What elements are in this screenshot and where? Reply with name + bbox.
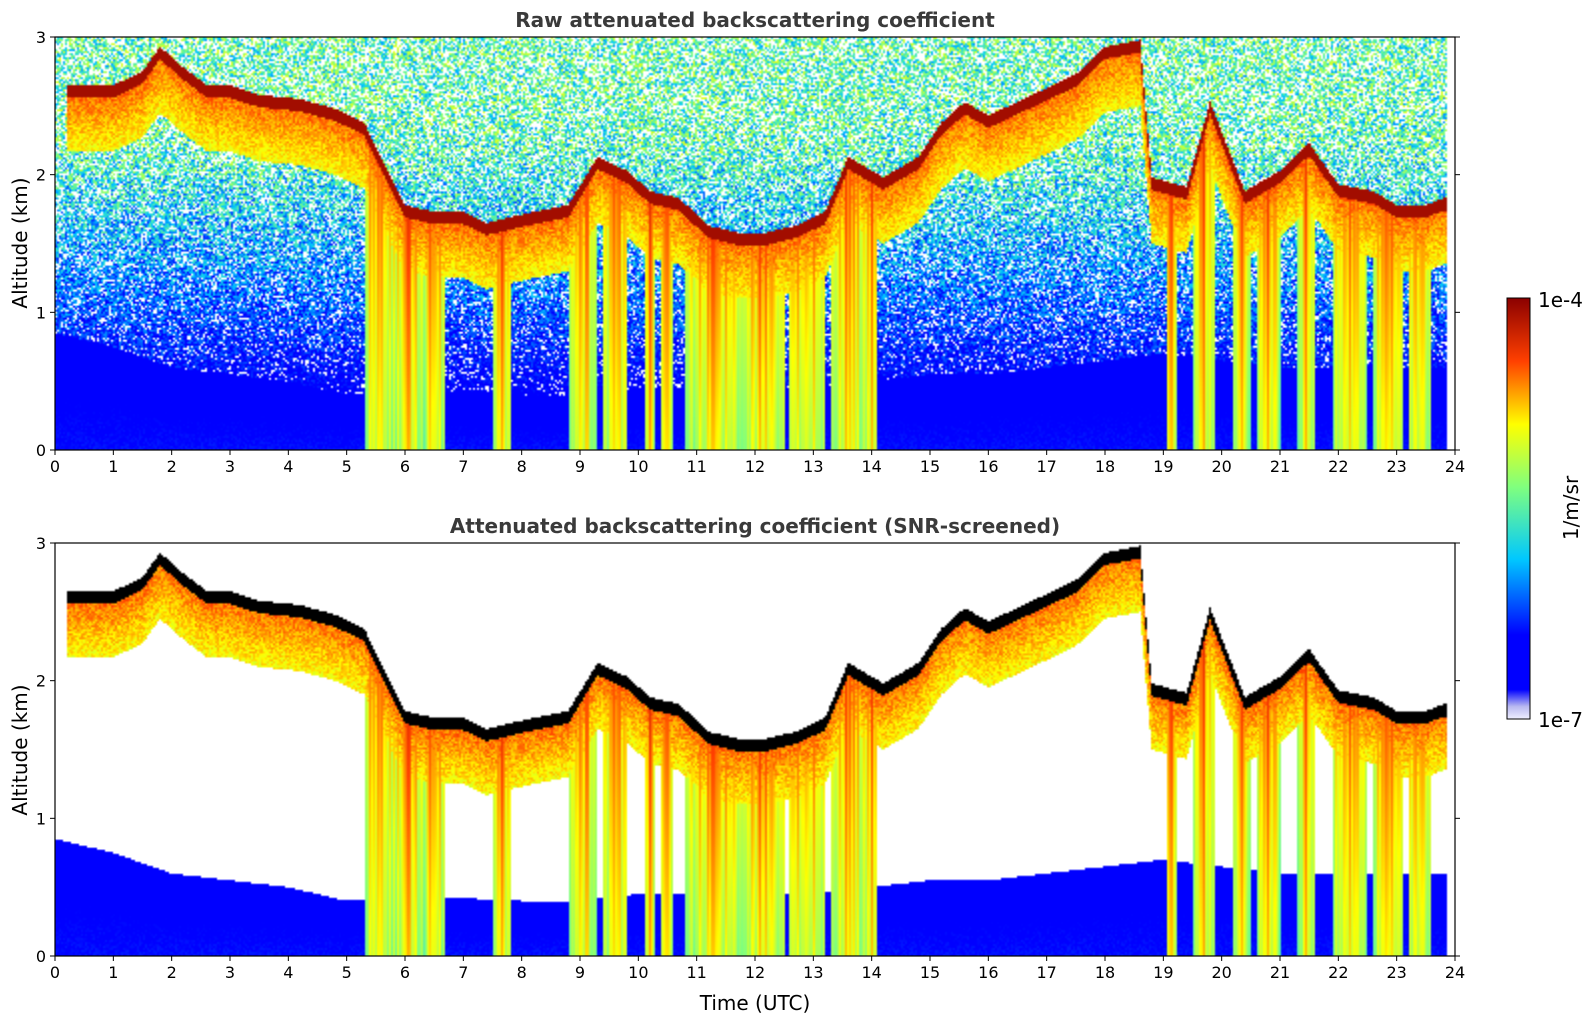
x-tick-label: 12 bbox=[745, 963, 765, 982]
x-tick-label: 1 bbox=[108, 963, 118, 982]
panel-screened-xlabel: Time (UTC) bbox=[699, 991, 811, 1015]
x-tick-label: 7 bbox=[458, 963, 468, 982]
colorbar-gradient bbox=[1506, 297, 1531, 720]
x-tick-label: 9 bbox=[575, 963, 585, 982]
panel-raw-xticks: 0 1 2 3 4 5 6 7 8 9 10 11 12 13 14 15 16 17 18 19 20 21 22 23 24 bbox=[50, 450, 1465, 476]
x-tick-label: 19 bbox=[1153, 963, 1173, 982]
y-tick-label: 0 bbox=[36, 947, 46, 966]
x-tick-label: 4 bbox=[283, 963, 293, 982]
x-tick-label: 6 bbox=[400, 963, 410, 982]
x-tick-label: 11 bbox=[686, 457, 706, 476]
x-tick-label: 23 bbox=[1386, 963, 1406, 982]
x-tick-label: 8 bbox=[517, 457, 527, 476]
panel-screened-title: Attenuated backscattering coefficient (S… bbox=[450, 514, 1060, 538]
x-tick-label: 20 bbox=[1211, 963, 1231, 982]
x-tick-label: 14 bbox=[861, 457, 881, 476]
panel-screened-xticks: 0 1 2 3 4 5 6 7 8 9 10 11 12 13 14 15 16 17 18 19 20 21 22 23 24 bbox=[50, 956, 1465, 982]
x-tick-label: 17 bbox=[1036, 457, 1056, 476]
x-tick-label: 1 bbox=[108, 457, 118, 476]
x-tick-label: 21 bbox=[1270, 457, 1290, 476]
x-tick-label: 4 bbox=[283, 457, 293, 476]
x-tick-label: 21 bbox=[1270, 963, 1290, 982]
panel-raw-title: Raw attenuated backscattering coefficien… bbox=[515, 8, 995, 32]
x-tick-label: 0 bbox=[50, 963, 60, 982]
x-tick-label: 13 bbox=[803, 457, 823, 476]
y-tick-label: 0 bbox=[36, 441, 46, 460]
x-tick-label: 10 bbox=[628, 963, 648, 982]
colorbar-max-label: 1e-4 bbox=[1538, 288, 1583, 312]
x-tick-label: 2 bbox=[167, 963, 177, 982]
x-tick-label: 3 bbox=[225, 963, 235, 982]
panel-screened: Attenuated backscattering coefficient (S… bbox=[8, 514, 1465, 1015]
x-tick-label: 7 bbox=[458, 457, 468, 476]
x-tick-label: 5 bbox=[342, 457, 352, 476]
x-tick-label: 5 bbox=[342, 963, 352, 982]
x-tick-label: 13 bbox=[803, 963, 823, 982]
x-tick-label: 18 bbox=[1095, 457, 1115, 476]
x-tick-label: 22 bbox=[1328, 457, 1348, 476]
x-tick-label: 19 bbox=[1153, 457, 1173, 476]
colorbar-label: 1/m/sr bbox=[1559, 475, 1583, 540]
x-tick-label: 15 bbox=[920, 457, 940, 476]
heatmap-raw bbox=[55, 37, 1455, 450]
panel-screened-yticks: 0 1 2 3 bbox=[36, 534, 1460, 966]
x-tick-label: 14 bbox=[861, 963, 881, 982]
x-tick-label: 0 bbox=[50, 457, 60, 476]
x-tick-label: 8 bbox=[517, 963, 527, 982]
x-tick-label: 16 bbox=[978, 457, 998, 476]
panel-raw: Raw attenuated backscattering coefficien… bbox=[8, 8, 1465, 476]
x-tick-label: 16 bbox=[978, 963, 998, 982]
colorbar-min-label: 1e-7 bbox=[1538, 708, 1583, 732]
x-tick-label: 3 bbox=[225, 457, 235, 476]
x-tick-label: 15 bbox=[920, 963, 940, 982]
heatmap-screened bbox=[55, 543, 1455, 956]
x-tick-label: 2 bbox=[167, 457, 177, 476]
colorbar: 1e-4 1e-7 1/m/sr bbox=[1506, 288, 1583, 732]
panel-screened-ylabel: Altitude (km) bbox=[8, 684, 32, 815]
x-tick-label: 10 bbox=[628, 457, 648, 476]
x-tick-label: 23 bbox=[1386, 457, 1406, 476]
y-tick-label: 3 bbox=[36, 28, 46, 47]
x-tick-label: 12 bbox=[745, 457, 765, 476]
x-tick-label: 11 bbox=[686, 963, 706, 982]
heatmap-raw-image bbox=[55, 37, 1455, 450]
x-tick-label: 6 bbox=[400, 457, 410, 476]
x-tick-label: 24 bbox=[1445, 963, 1465, 982]
x-tick-label: 22 bbox=[1328, 963, 1348, 982]
panel-raw-yticks: 0 1 2 3 bbox=[36, 28, 1460, 460]
y-tick-label: 2 bbox=[36, 166, 46, 185]
y-tick-label: 1 bbox=[36, 303, 46, 322]
y-tick-label: 1 bbox=[36, 809, 46, 828]
heatmap-screened-image bbox=[55, 543, 1455, 956]
y-tick-label: 2 bbox=[36, 672, 46, 691]
x-tick-label: 17 bbox=[1036, 963, 1056, 982]
x-tick-label: 20 bbox=[1211, 457, 1231, 476]
x-tick-label: 18 bbox=[1095, 963, 1115, 982]
x-tick-label: 24 bbox=[1445, 457, 1465, 476]
y-tick-label: 3 bbox=[36, 534, 46, 553]
x-tick-label: 9 bbox=[575, 457, 585, 476]
panel-raw-ylabel: Altitude (km) bbox=[8, 177, 32, 308]
